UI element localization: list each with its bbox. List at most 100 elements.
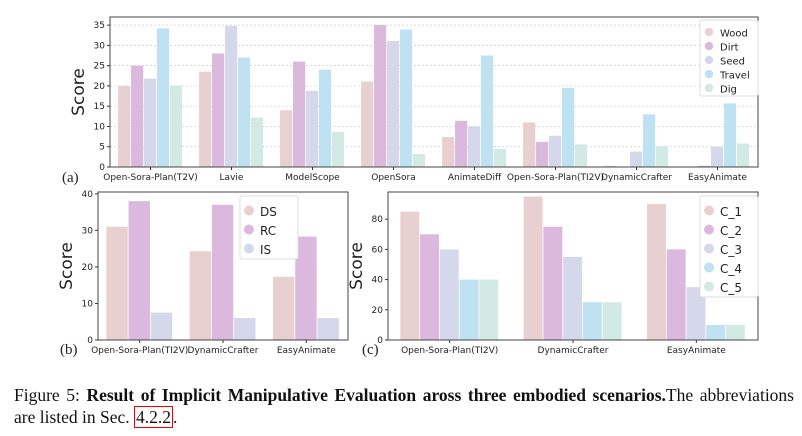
y-tick-label: 0: [99, 163, 105, 173]
legend-label: Seed: [720, 57, 745, 68]
bar-is: [150, 312, 173, 340]
bar-c-1: [400, 211, 420, 340]
bar-travel: [723, 103, 737, 167]
bar-travel: [156, 28, 170, 168]
y-axis-label: Score: [347, 242, 367, 290]
y-axis-label: Score: [69, 68, 89, 116]
legend-marker: [704, 69, 714, 79]
legend-label: Travel: [719, 71, 750, 82]
bar-travel: [318, 69, 332, 167]
x-tick-label: Open-Sora-Plan(TI2V): [401, 346, 498, 356]
bar-wood: [280, 110, 293, 167]
legend-marker: [244, 243, 254, 254]
legend-marker: [704, 281, 714, 292]
chart-c: 0 20 40 60 80 Open-Sora-Plan(TI2V) DynamicCraf…: [347, 191, 759, 358]
legend-marker: [704, 205, 714, 216]
figure-caption: Figure 5: Result of Implicit Manipulativ…: [14, 384, 794, 428]
legend-label: RC: [260, 224, 276, 238]
y-tick-label: 0: [87, 336, 93, 346]
bar-wood: [442, 137, 455, 167]
bar-c-2: [666, 249, 686, 340]
bar-dig: [736, 143, 750, 167]
bar-seed: [549, 135, 562, 167]
section-reference-link[interactable]: 4.2.2: [134, 406, 174, 428]
bar-seed: [225, 25, 238, 168]
legend-label: DS: [260, 205, 277, 219]
y-tick-label: 35: [94, 21, 105, 31]
panel-label: (a): [62, 170, 79, 186]
x-tick-label: Open-Sora-Plan(TI2V): [91, 346, 188, 356]
x-tick-label: DynamicCrafter: [188, 346, 259, 356]
x-tick-label: AnimateDiff: [448, 173, 502, 183]
bar-dirt: [374, 25, 387, 167]
caption-end: .: [173, 407, 178, 427]
bar-travel: [399, 29, 413, 168]
y-tick-label: 60: [372, 245, 384, 255]
y-tick-label: 20: [94, 82, 106, 92]
legend-label: C_2: [720, 224, 742, 238]
x-tick-label: Open-Sora-Plan(TI2V): [507, 173, 604, 183]
bar-dig: [574, 144, 588, 167]
legend-label: C_4: [720, 262, 742, 276]
legend-marker: [704, 243, 714, 254]
caption-prefix: Figure 5:: [14, 385, 87, 405]
x-tick-label: ModelScope: [285, 173, 340, 183]
legend: [699, 195, 759, 298]
bar-dirt: [293, 61, 306, 168]
y-tick-label: 10: [94, 122, 106, 132]
bar-wood: [199, 71, 212, 167]
bar-dirt: [455, 120, 468, 167]
y-tick-label: 30: [94, 41, 106, 51]
legend-label: Wood: [720, 29, 748, 40]
bar-c-2: [543, 226, 563, 340]
bar-dig: [655, 145, 669, 167]
y-tick-label: 25: [94, 62, 105, 72]
caption-title: Result of Implicit Manipulative Evaluati…: [86, 385, 666, 405]
bar-seed: [468, 126, 481, 167]
legend-marker: [704, 41, 714, 51]
x-tick-label: DynamicCrafter: [601, 173, 672, 183]
panel-label: (b): [60, 342, 78, 358]
bar-c-1: [523, 196, 543, 340]
bar-wood: [604, 165, 617, 167]
legend-label: C_5: [720, 281, 742, 295]
legend-label: C_3: [720, 243, 742, 257]
bar-c-5: [725, 324, 745, 340]
bar-dig: [412, 154, 426, 167]
bar-seed: [306, 90, 319, 167]
bar-c-3: [563, 256, 583, 340]
bar-dirt: [212, 53, 225, 168]
bar-c-4: [459, 279, 479, 340]
bar-rc: [128, 201, 150, 340]
x-tick-label: EasyAnimate: [667, 346, 726, 356]
bar-dig: [250, 117, 264, 167]
legend-marker: [704, 83, 714, 93]
bar-c-2: [420, 234, 439, 340]
legend-label: IS: [260, 243, 271, 257]
bar-seed: [630, 151, 643, 167]
bar-dirt: [131, 65, 144, 167]
y-tick-label: 15: [94, 102, 105, 112]
legend-marker: [704, 27, 714, 37]
bar-is: [317, 318, 339, 340]
legend-marker: [244, 224, 254, 235]
bar-ds: [189, 251, 212, 340]
y-tick-label: 40: [82, 190, 94, 200]
legend-marker: [704, 55, 714, 65]
y-tick-label: 5: [99, 143, 105, 153]
figure: 0 5 10 15 20 25 30 35 Open-Sora-Plan(T2V) Lavie Mo…: [57, 16, 759, 358]
bar-rc: [211, 204, 234, 340]
bar-travel: [561, 87, 575, 167]
y-tick-label: 80: [372, 215, 384, 225]
bar-c-5: [479, 279, 499, 340]
bar-c-5: [602, 302, 622, 340]
x-tick-label: Open-Sora-Plan(T2V): [103, 173, 198, 183]
chart-a: 0 5 10 15 20 25 30 35 Open-Sora-Plan(T2V) Lavie Mo…: [62, 16, 759, 186]
bar-dig: [493, 148, 507, 167]
caption-body: The abbreviations are listed in Sec.: [14, 385, 794, 427]
legend: [699, 19, 759, 97]
y-tick-label: 0: [377, 336, 383, 346]
bar-c-1: [647, 204, 666, 340]
bar-c-4: [706, 324, 726, 340]
bar-c-3: [439, 249, 459, 340]
